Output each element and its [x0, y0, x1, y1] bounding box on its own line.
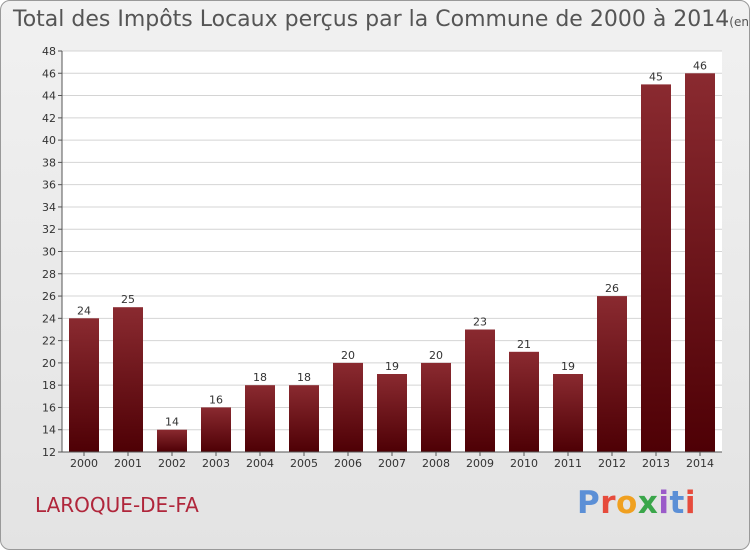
data-label: 18 [253, 371, 267, 384]
data-label: 21 [517, 338, 531, 351]
x-tick-label: 2001 [114, 457, 142, 470]
y-tick-label: 18 [42, 379, 56, 392]
x-tick-label: 2011 [554, 457, 582, 470]
bar [245, 385, 275, 452]
bar [201, 407, 231, 452]
y-tick-label: 36 [42, 179, 56, 192]
y-tick-label: 20 [42, 357, 56, 370]
y-tick-label: 14 [42, 424, 56, 437]
bar [685, 73, 715, 453]
bar [333, 362, 363, 452]
x-tick-label: 2006 [334, 457, 362, 470]
data-label: 20 [429, 349, 443, 362]
y-tick-label: 16 [42, 401, 56, 414]
x-tick-label: 2009 [466, 457, 494, 470]
data-label: 18 [297, 371, 311, 384]
chart-title-text: Total des Impôts Locaux perçus par la Co… [13, 7, 730, 32]
proxiti-logo: Proxiti [577, 485, 696, 521]
y-tick-label: 34 [42, 201, 56, 214]
y-tick-label: 28 [42, 268, 56, 281]
bar [553, 374, 583, 452]
y-tick-label: 24 [42, 312, 56, 325]
data-label: 25 [121, 293, 135, 306]
y-tick-label: 42 [42, 112, 56, 125]
x-tick-label: 2005 [290, 457, 318, 470]
commune-name: LAROQUE-DE-FA [35, 493, 199, 517]
x-tick-label: 2004 [246, 457, 274, 470]
bar [509, 351, 539, 453]
x-tick-label: 2010 [510, 457, 538, 470]
bar [377, 374, 407, 452]
bar [465, 329, 495, 452]
data-label: 19 [385, 360, 399, 373]
bar [641, 84, 671, 453]
y-tick-label: 44 [42, 90, 56, 103]
x-tick-label: 2002 [158, 457, 186, 470]
data-label: 14 [165, 416, 179, 429]
x-tick-label: 2003 [202, 457, 230, 470]
y-tick-label: 40 [42, 134, 56, 147]
data-label: 46 [693, 59, 707, 72]
bar [289, 385, 319, 452]
x-tick-label: 2012 [598, 457, 626, 470]
y-tick-label: 26 [42, 290, 56, 303]
data-label: 16 [209, 393, 223, 406]
unit-label: (en milliers d'€) [729, 15, 749, 29]
y-tick-label: 48 [42, 45, 56, 58]
y-tick-label: 46 [42, 67, 56, 80]
bar [113, 307, 143, 452]
data-label: 26 [605, 282, 619, 295]
bar [157, 429, 187, 452]
y-tick-label: 38 [42, 156, 56, 169]
data-label: 20 [341, 349, 355, 362]
bar [597, 296, 627, 452]
chart-title: Total des Impôts Locaux perçus par la Co… [13, 7, 749, 32]
x-tick-label: 2008 [422, 457, 450, 470]
data-label: 45 [649, 70, 663, 83]
data-label: 23 [473, 316, 487, 329]
bar [421, 362, 451, 452]
x-tick-label: 2000 [70, 457, 98, 470]
x-tick-label: 2013 [642, 457, 670, 470]
y-tick-label: 12 [42, 446, 56, 459]
bar [69, 318, 99, 452]
data-label: 19 [561, 360, 575, 373]
x-tick-label: 2014 [686, 457, 714, 470]
y-tick-label: 30 [42, 246, 56, 259]
y-tick-label: 32 [42, 223, 56, 236]
x-tick-label: 2007 [378, 457, 406, 470]
y-tick-label: 22 [42, 335, 56, 348]
data-label: 24 [77, 304, 91, 317]
